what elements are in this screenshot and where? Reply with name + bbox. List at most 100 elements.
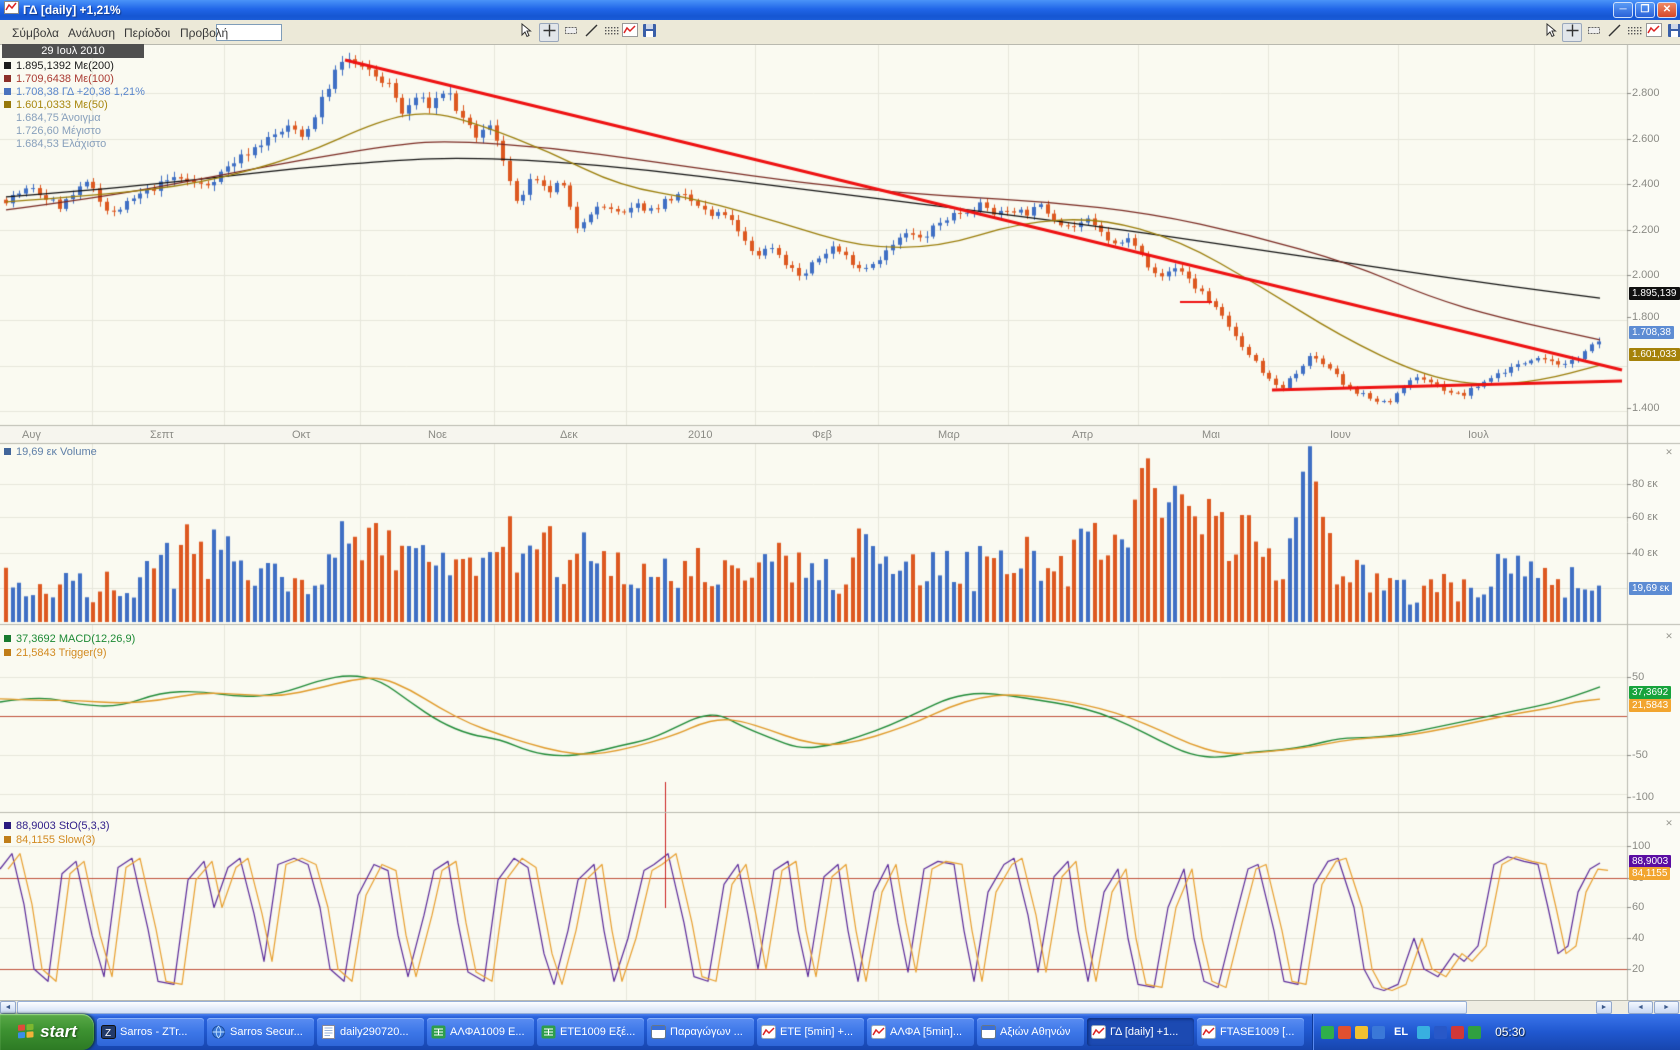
x-axis-month-label: Φεβ: [812, 429, 833, 441]
menu-item-periods[interactable]: Περίοδοι: [124, 26, 171, 40]
toolbar-right-cursor-button[interactable]: [1540, 22, 1560, 42]
scroll-left-button[interactable]: ◄: [0, 1001, 16, 1014]
volume-axis-label: 60 εκ: [1632, 511, 1658, 523]
trendline-icon: [1607, 23, 1622, 43]
task-label: Αξιών Αθηνών: [1000, 1026, 1071, 1038]
task-label: Sarros - ZTr...: [120, 1026, 188, 1038]
scroll-right-button[interactable]: ►: [1596, 1001, 1612, 1014]
stoch-axis-label: 60: [1632, 901, 1645, 913]
taskbar-task-button[interactable]: FTASE1009 [...: [1197, 1018, 1304, 1046]
legend-marker: [4, 836, 11, 843]
macd-axis-label: -50: [1632, 749, 1648, 761]
taskbar-task-button[interactable]: Παραγώγων ...: [647, 1018, 754, 1046]
chart-icon: [1646, 23, 1662, 42]
price-axis-label: 1.400: [1632, 402, 1660, 414]
task-label: daily290720...: [340, 1026, 409, 1038]
main-legend-item: 1.684,53 Ελάχιστο: [16, 138, 107, 150]
x-axis-month-label: Σεπτ: [150, 429, 174, 441]
sheet-icon: [541, 1025, 556, 1039]
stoch-axis-label: 100: [1632, 840, 1651, 852]
toolbar-left-cursor-button[interactable]: [515, 22, 535, 42]
close-volume-panel-icon[interactable]: ✕: [1665, 447, 1673, 457]
taskbar-task-button[interactable]: ΕΤΕ [5min] +...: [757, 1018, 864, 1046]
chart-area[interactable]: [0, 45, 1680, 1000]
close-button[interactable]: ✕: [1657, 2, 1677, 18]
taskbar-task-button[interactable]: Sarros Secur...: [207, 1018, 314, 1046]
toolbar-right-chart-button[interactable]: [1644, 23, 1664, 42]
x-axis-month-label: Μαι: [1202, 429, 1220, 441]
toolbar-left-crosshair-button[interactable]: [539, 23, 559, 42]
taskbar-task-button[interactable]: Z Sarros - ZTr...: [97, 1018, 204, 1046]
toolbar-left-grid-button[interactable]: [601, 23, 621, 42]
tray-icon[interactable]: [1321, 1025, 1334, 1039]
toolbar-left-trendline-button[interactable]: [581, 23, 601, 42]
task-label: Παραγώγων ...: [670, 1026, 743, 1038]
tray-icon[interactable]: [1451, 1025, 1465, 1039]
taskbar-task-button[interactable]: daily290720...: [317, 1018, 424, 1046]
toolbar-right-crosshair-button[interactable]: [1562, 23, 1582, 42]
start-button[interactable]: start: [0, 1014, 94, 1050]
price-axis-label: 1.800: [1632, 311, 1660, 323]
macd-legend-item: 37,3692 MACD(12,26,9): [4, 633, 135, 646]
volume-legend-item: 19,69 εκ Volume: [4, 446, 97, 459]
task-label: Sarros Secur...: [230, 1026, 303, 1038]
x-axis-month-label: Δεκ: [560, 429, 578, 441]
horizontal-scrollbar[interactable]: ◄ ► ◄ ►: [0, 1000, 1680, 1014]
taskbar-task-button[interactable]: ΑΛΦΑ1009 Ε...: [427, 1018, 534, 1046]
toolbar-right-grid-button[interactable]: [1624, 23, 1644, 42]
menu-item-analysis[interactable]: Ανάλυση: [68, 26, 116, 40]
macd-value-badge: 37,3692: [1629, 686, 1672, 699]
save-icon: [1667, 23, 1680, 43]
close-stoch-panel-icon[interactable]: ✕: [1665, 818, 1673, 828]
legend-marker: [4, 635, 11, 642]
macd-axis-label: -100: [1632, 791, 1655, 803]
taskbar: start Z Sarros - ZTr... Sarros Secur... dai…: [0, 1014, 1680, 1050]
tray-icon[interactable]: [1338, 1025, 1351, 1039]
price-value-badge: 1.895,139: [1629, 287, 1680, 300]
taskbar-task-button[interactable]: ΓΔ [daily] +1...: [1087, 1018, 1194, 1046]
restore-button[interactable]: ❐: [1635, 2, 1655, 18]
tray-icon[interactable]: [1372, 1025, 1385, 1039]
tray-icon[interactable]: [1468, 1025, 1482, 1039]
toolbar-right-save-button[interactable]: [1664, 23, 1680, 42]
menu-item-view[interactable]: Προβολή: [180, 26, 229, 40]
toolbar-left-selection-box-button[interactable]: [561, 23, 581, 42]
title-bar[interactable]: ΓΔ [daily] +1,21% ─ ❐ ✕: [0, 0, 1680, 20]
main-legend-item: 1.601,0333 Με(50): [4, 99, 108, 112]
price-axis-label: 2.600: [1632, 133, 1660, 145]
tray-icon[interactable]: [1355, 1025, 1368, 1039]
grid-icon: [1626, 23, 1642, 43]
tray-icon[interactable]: [1434, 1025, 1448, 1039]
chart-icon: [871, 1025, 886, 1039]
close-macd-panel-icon[interactable]: ✕: [1665, 631, 1673, 641]
price-value-badge: 1.708,38: [1629, 326, 1674, 339]
x-axis-month-label: Αυγ: [22, 429, 41, 441]
taskbar-task-button[interactable]: ΕΤΕ1009 Εξέ...: [537, 1018, 644, 1046]
menu-item-symbols[interactable]: Σύμβολα: [12, 26, 59, 40]
symbol-input[interactable]: [216, 24, 282, 41]
chart-icon: [622, 23, 638, 42]
cursor-date-box: 29 Ιουλ 2010: [2, 44, 144, 58]
task-label: ΑΛΦΑ [5min]...: [890, 1026, 963, 1038]
language-indicator[interactable]: EL: [1394, 1026, 1409, 1038]
tray-icon[interactable]: [1417, 1025, 1431, 1039]
window-icon: [981, 1025, 996, 1039]
axis-pan-right-button[interactable]: ►: [1654, 1001, 1679, 1014]
x-axis-month-label: Νοε: [428, 429, 447, 441]
legend-marker: [4, 448, 11, 455]
scroll-thumb[interactable]: [17, 1001, 1467, 1014]
main-legend-item: 1.895,1392 Με(200): [4, 60, 114, 73]
chart-icon: [1091, 1025, 1106, 1039]
minimize-button[interactable]: ─: [1613, 2, 1633, 18]
app-chart-icon: [4, 1, 19, 19]
toolbar-right-trendline-button[interactable]: [1604, 23, 1624, 42]
axis-pan-left-button[interactable]: ◄: [1628, 1001, 1653, 1014]
toolbar-left-chart-button[interactable]: [620, 23, 640, 42]
toolbar-left-save-button[interactable]: [639, 23, 659, 42]
toolbar-right-selection-box-button[interactable]: [1584, 23, 1604, 42]
taskbar-task-button[interactable]: Αξιών Αθηνών: [977, 1018, 1084, 1046]
window-icon: [651, 1025, 666, 1039]
taskbar-task-button[interactable]: ΑΛΦΑ [5min]...: [867, 1018, 974, 1046]
legend-marker: [4, 649, 11, 656]
